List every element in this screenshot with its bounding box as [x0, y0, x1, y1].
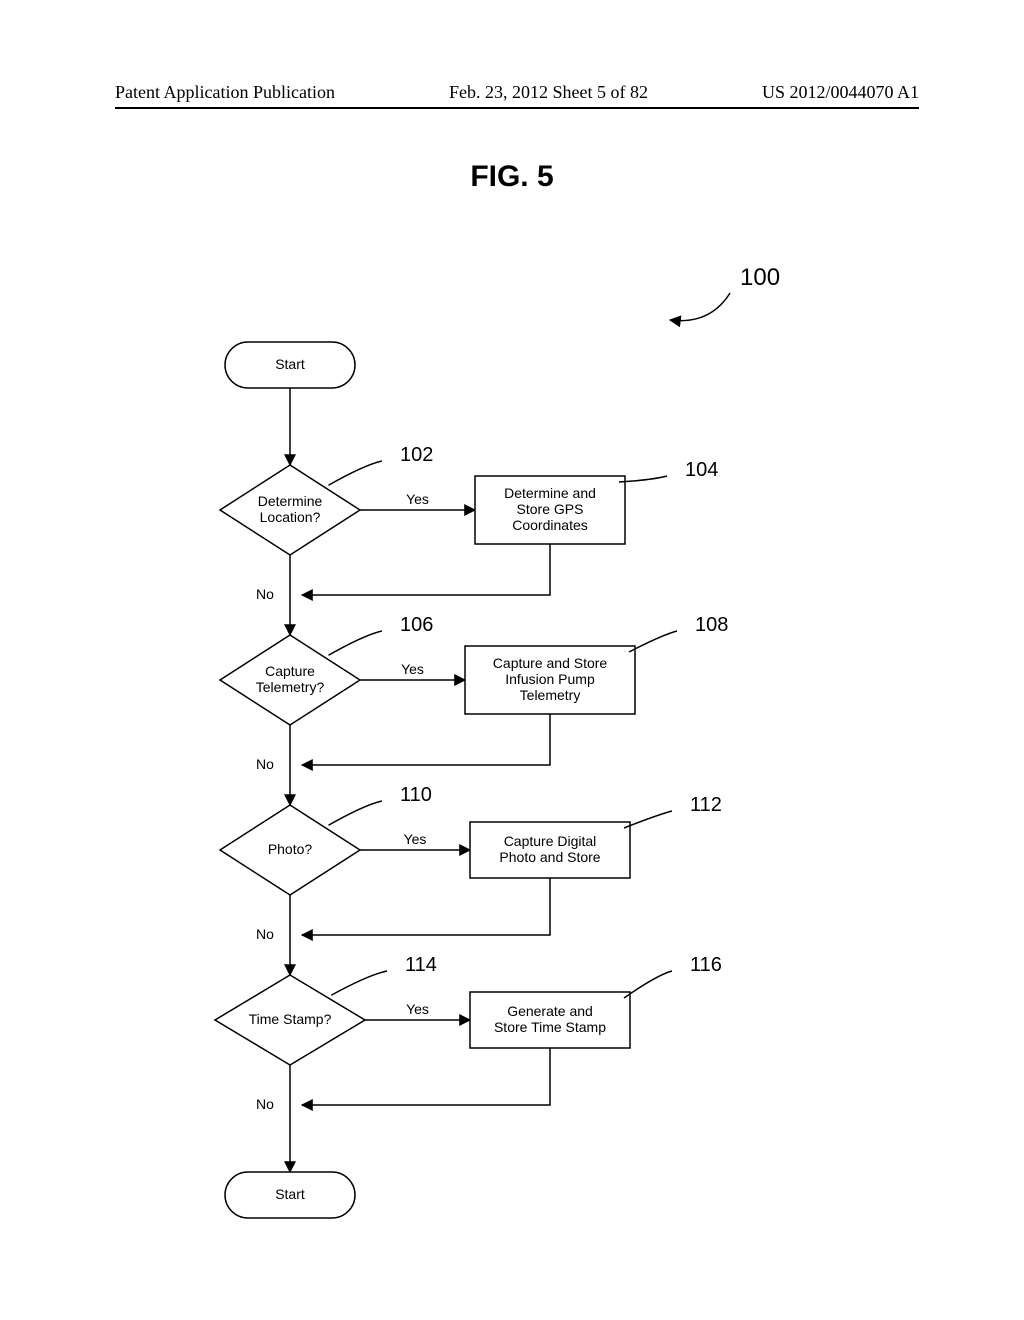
page-header: Patent Application Publication Feb. 23, … — [115, 82, 919, 109]
header-center: Feb. 23, 2012 Sheet 5 of 82 — [449, 82, 648, 103]
svg-text:112: 112 — [690, 794, 722, 816]
svg-text:No: No — [256, 926, 274, 942]
flowchart: Start DetermineLocation? Determine andStor… — [100, 240, 920, 1260]
svg-text:106: 106 — [400, 614, 433, 636]
svg-text:Photo?: Photo? — [268, 841, 313, 857]
svg-text:104: 104 — [685, 459, 718, 481]
svg-text:Time Stamp?: Time Stamp? — [249, 1011, 332, 1027]
svg-text:Yes: Yes — [406, 491, 429, 507]
svg-text:100: 100 — [740, 264, 780, 291]
svg-text:Yes: Yes — [401, 661, 424, 677]
svg-text:102: 102 — [400, 444, 433, 466]
svg-text:114: 114 — [405, 954, 437, 976]
svg-text:DetermineLocation?: DetermineLocation? — [258, 493, 323, 525]
svg-text:Generate andStore Time Stamp: Generate andStore Time Stamp — [494, 1003, 606, 1035]
svg-text:CaptureTelemetry?: CaptureTelemetry? — [256, 663, 325, 695]
svg-text:Start: Start — [275, 356, 305, 372]
svg-text:110: 110 — [400, 784, 432, 806]
header-left: Patent Application Publication — [115, 82, 335, 103]
svg-text:108: 108 — [695, 614, 728, 636]
svg-text:Yes: Yes — [404, 831, 427, 847]
svg-text:Determine andStore GPSCoordina: Determine andStore GPSCoordinates — [504, 485, 596, 533]
page: Patent Application Publication Feb. 23, … — [0, 0, 1024, 1320]
svg-text:No: No — [256, 756, 274, 772]
svg-text:No: No — [256, 1096, 274, 1112]
svg-text:Capture DigitalPhoto and Store: Capture DigitalPhoto and Store — [499, 833, 600, 865]
header-right: US 2012/0044070 A1 — [762, 82, 919, 103]
svg-text:Start: Start — [275, 1186, 305, 1202]
svg-text:Yes: Yes — [406, 1001, 429, 1017]
svg-text:No: No — [256, 586, 274, 602]
svg-text:116: 116 — [690, 954, 722, 976]
figure-title: FIG. 5 — [0, 160, 1024, 194]
